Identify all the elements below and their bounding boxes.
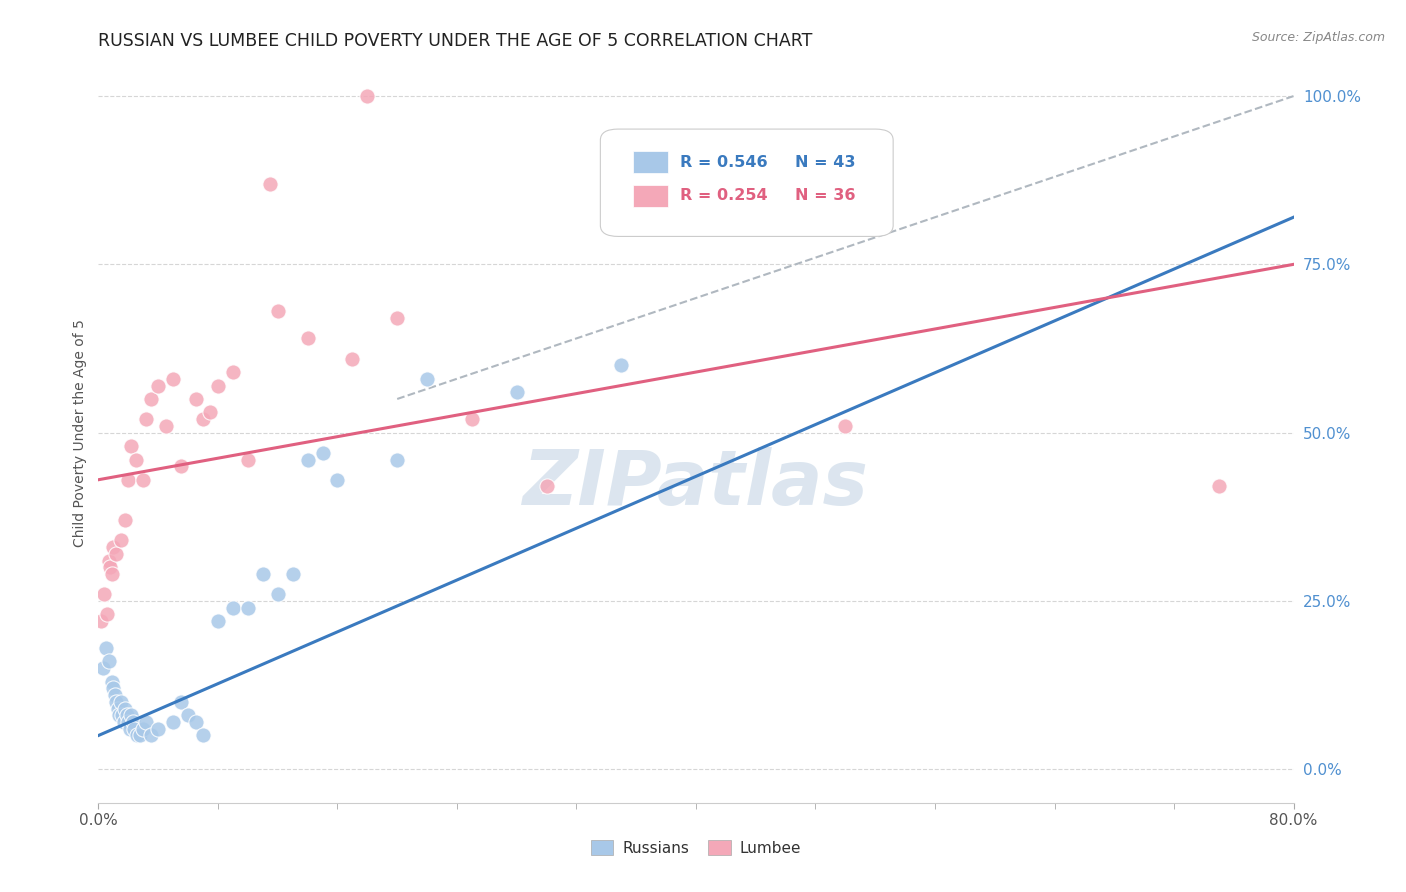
Text: N = 36: N = 36 — [796, 188, 856, 203]
Point — [834, 418, 856, 433]
Point — [148, 722, 170, 736]
Point — [98, 560, 122, 574]
FancyBboxPatch shape — [633, 152, 668, 173]
Point — [139, 729, 162, 743]
Point — [281, 566, 304, 581]
Point — [96, 607, 118, 622]
Point — [108, 708, 131, 723]
Point — [222, 600, 245, 615]
Point — [342, 351, 364, 366]
Point — [461, 412, 484, 426]
Point — [112, 714, 135, 729]
Point — [114, 513, 136, 527]
Point — [162, 714, 184, 729]
Point — [101, 674, 124, 689]
Point — [120, 708, 142, 723]
Point — [111, 708, 134, 723]
Point — [148, 378, 170, 392]
Point — [610, 359, 633, 373]
Point — [132, 473, 155, 487]
Text: ZIPatlas: ZIPatlas — [523, 448, 869, 522]
Point — [297, 331, 319, 345]
Point — [93, 587, 115, 601]
Point — [94, 640, 117, 655]
Point — [416, 372, 439, 386]
Point — [104, 688, 127, 702]
Point — [169, 695, 191, 709]
Point — [207, 614, 229, 628]
Point — [105, 695, 128, 709]
Point — [91, 661, 114, 675]
Point — [139, 392, 162, 406]
Point — [536, 479, 558, 493]
Point — [1208, 479, 1230, 493]
Point — [267, 587, 290, 601]
Text: R = 0.254: R = 0.254 — [681, 188, 768, 203]
Point — [385, 311, 409, 326]
Point — [118, 722, 141, 736]
Point — [103, 540, 125, 554]
Point — [129, 729, 152, 743]
Point — [177, 708, 200, 723]
Point — [135, 412, 157, 426]
Point — [162, 372, 184, 386]
Point — [236, 600, 259, 615]
Point — [297, 452, 319, 467]
Point — [103, 681, 125, 696]
Point — [135, 714, 157, 729]
Point — [356, 89, 378, 103]
Point — [97, 553, 120, 567]
Point — [236, 452, 259, 467]
Point — [184, 392, 207, 406]
Point — [90, 614, 112, 628]
Text: R = 0.546: R = 0.546 — [681, 155, 768, 169]
Text: N = 43: N = 43 — [796, 155, 856, 169]
Point — [120, 439, 142, 453]
Point — [169, 459, 191, 474]
Legend: Russians, Lumbee: Russians, Lumbee — [585, 834, 807, 862]
Point — [155, 418, 177, 433]
Point — [200, 405, 222, 419]
Point — [121, 714, 143, 729]
Point — [124, 722, 146, 736]
Point — [191, 729, 214, 743]
Point — [385, 452, 409, 467]
Point — [117, 714, 139, 729]
FancyBboxPatch shape — [600, 129, 893, 236]
FancyBboxPatch shape — [633, 185, 668, 207]
Point — [110, 695, 132, 709]
Point — [125, 452, 148, 467]
Point — [101, 566, 124, 581]
Point — [127, 729, 149, 743]
Point — [97, 655, 120, 669]
Point — [311, 446, 333, 460]
Point — [267, 304, 290, 318]
Text: Source: ZipAtlas.com: Source: ZipAtlas.com — [1251, 31, 1385, 45]
Point — [115, 708, 138, 723]
Point — [105, 547, 128, 561]
Point — [259, 177, 281, 191]
Text: RUSSIAN VS LUMBEE CHILD POVERTY UNDER THE AGE OF 5 CORRELATION CHART: RUSSIAN VS LUMBEE CHILD POVERTY UNDER TH… — [98, 32, 813, 50]
Point — [252, 566, 274, 581]
Point — [114, 701, 136, 715]
Y-axis label: Child Poverty Under the Age of 5: Child Poverty Under the Age of 5 — [73, 318, 87, 547]
Point — [107, 701, 129, 715]
Point — [110, 533, 132, 548]
Point — [191, 412, 214, 426]
Point — [506, 385, 529, 400]
Point — [222, 365, 245, 379]
Point — [207, 378, 229, 392]
Point — [117, 473, 139, 487]
Point — [326, 473, 349, 487]
Point — [132, 722, 155, 736]
Point — [184, 714, 207, 729]
